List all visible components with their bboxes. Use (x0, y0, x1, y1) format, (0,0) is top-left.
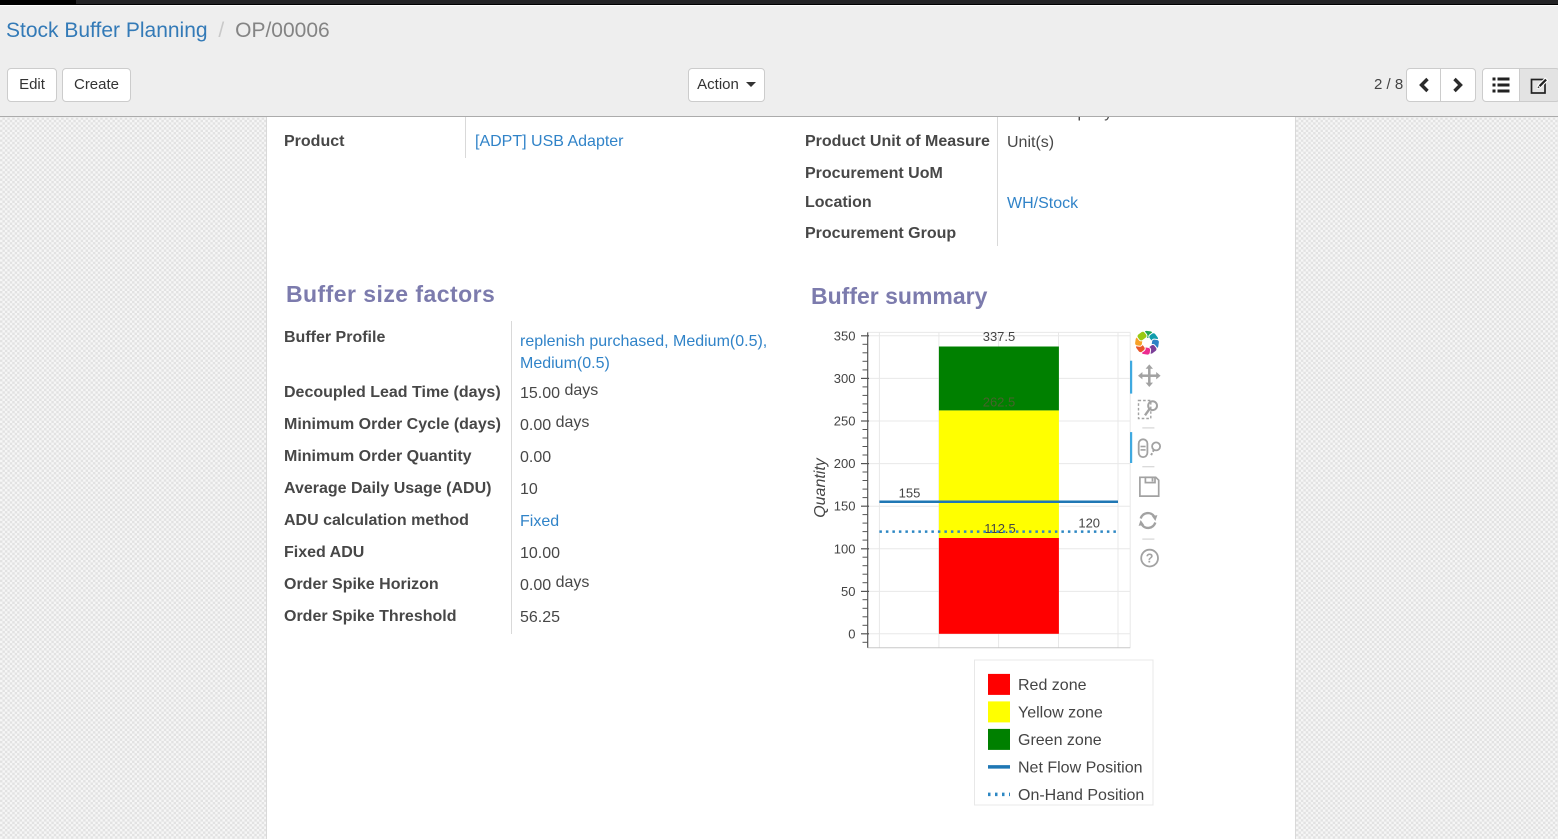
svg-text:250: 250 (834, 414, 856, 429)
svg-text:120: 120 (1078, 516, 1100, 531)
svg-text:112.5: 112.5 (984, 521, 1016, 536)
svg-text:Net Flow Position: Net Flow Position (1018, 760, 1143, 777)
svg-text:Yellow zone: Yellow zone (1018, 705, 1103, 722)
svg-text:0: 0 (848, 627, 855, 642)
svg-text:150: 150 (834, 499, 856, 514)
svg-text:300: 300 (834, 371, 856, 386)
svg-text:Green zone: Green zone (1018, 732, 1102, 749)
svg-text:350: 350 (834, 328, 856, 343)
svg-text:50: 50 (841, 584, 855, 599)
svg-text:200: 200 (834, 456, 856, 471)
svg-text:262.5: 262.5 (983, 395, 1016, 410)
svg-text:100: 100 (834, 541, 856, 556)
svg-text:155: 155 (899, 486, 921, 501)
svg-text:?: ? (1146, 552, 1154, 566)
svg-text:Quantity: Quantity (812, 457, 829, 518)
svg-text:Red zone: Red zone (1018, 677, 1087, 694)
svg-text:337.5: 337.5 (983, 329, 1016, 344)
svg-text:On-Hand Position: On-Hand Position (1018, 787, 1144, 804)
